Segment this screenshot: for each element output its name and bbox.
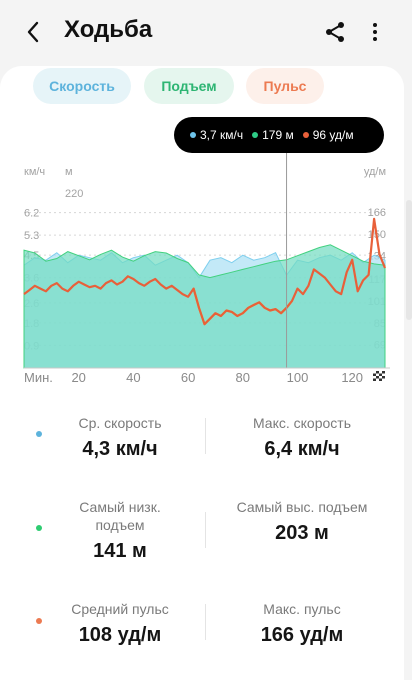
tab-speed[interactable]: Скорость <box>33 68 131 104</box>
climb-legend-dot <box>36 525 42 531</box>
climb-tick-label: 220 <box>65 188 83 200</box>
stat-divider <box>205 512 206 548</box>
app-header: Ходьба <box>0 0 412 64</box>
min-climb-label: Самый низк. подъем <box>79 499 161 533</box>
scroll-edge <box>406 200 412 320</box>
pulse-legend-dot <box>36 618 42 624</box>
max-pulse-label: Макс. пульс <box>263 601 341 617</box>
chevron-left-icon <box>27 21 39 43</box>
tooltip-climb-value: 179 м <box>262 128 294 142</box>
activity-chart[interactable]: км/ч м уд/м 6.25.34.53.62.61.80.9 220 16… <box>0 150 404 390</box>
avg-pulse-label: Средний пульс <box>71 601 169 617</box>
checkered-flag-icon <box>373 371 385 381</box>
min-climb-value: 141 м <box>93 540 147 562</box>
tab-climb[interactable]: Подъем <box>144 68 234 104</box>
content-card <box>0 66 404 680</box>
pulse-series-line <box>23 217 387 326</box>
x-tick-label: 100 <box>287 370 309 385</box>
speed-tick-label: 6.2 <box>24 208 39 220</box>
tooltip-pulse: 96 уд/м <box>302 128 354 142</box>
x-tick-label: 60 <box>181 370 195 385</box>
climb-series-area <box>23 244 386 369</box>
x-tick-label: 20 <box>71 370 85 385</box>
max-speed-value: 6,4 км/ч <box>264 438 340 460</box>
max-pulse-stat: Макс. пульс 166 уд/м <box>222 600 382 647</box>
pulse-unit-label: уд/м <box>364 166 386 178</box>
avg-speed-label: Ср. скорость <box>78 415 162 431</box>
avg-pulse-stat: Средний пульс 108 уд/м <box>45 600 195 647</box>
speed-legend-dot <box>36 431 42 437</box>
x-tick-label: 40 <box>126 370 140 385</box>
avg-pulse-value: 108 уд/м <box>78 624 162 646</box>
back-button[interactable] <box>22 18 48 46</box>
min-climb-stat: Самый низк. подъем 141 м <box>55 498 185 563</box>
stat-divider <box>205 604 206 640</box>
stat-divider <box>205 418 206 454</box>
tooltip-speed-value: 3,7 км/ч <box>200 128 244 142</box>
more-options-button[interactable] <box>366 18 384 46</box>
max-speed-stat: Макс. скорость 6,4 км/ч <box>222 414 382 461</box>
climb-unit-label: м <box>65 166 73 178</box>
climb-dot-icon <box>252 132 259 138</box>
tooltip-climb: 179 м <box>252 128 294 142</box>
speed-unit-label: км/ч <box>24 166 45 178</box>
tooltip-pulse-value: 96 уд/м <box>312 128 354 142</box>
share-icon <box>326 22 344 42</box>
x-tick-label: 120 <box>341 370 363 385</box>
pulse-tick-label: 166 <box>368 207 386 219</box>
pulse-dot-icon <box>302 132 309 138</box>
max-pulse-value: 166 уд/м <box>260 624 344 646</box>
max-climb-value: 203 м <box>275 522 329 544</box>
tooltip-speed: 3,7 км/ч <box>190 128 243 142</box>
page-title: Ходьба <box>64 16 153 43</box>
share-button[interactable] <box>322 18 348 46</box>
avg-speed-stat: Ср. скорость 4,3 км/ч <box>45 414 195 461</box>
max-climb-label: Самый выс. подъем <box>236 499 368 515</box>
speed-dot-icon <box>190 132 196 138</box>
chart-tooltip: 3,7 км/ч 179 м 96 уд/м <box>174 117 384 153</box>
tab-pulse[interactable]: Пульс <box>246 68 324 104</box>
x-unit-label: Мин. <box>24 370 53 385</box>
x-tick-label: 80 <box>236 370 250 385</box>
avg-speed-value: 4,3 км/ч <box>82 438 158 460</box>
more-vertical-icon <box>373 23 377 41</box>
speed-tick-label: 5.3 <box>24 230 39 242</box>
max-speed-label: Макс. скорость <box>252 415 351 431</box>
max-climb-stat: Самый выс. подъем 203 м <box>232 498 372 545</box>
